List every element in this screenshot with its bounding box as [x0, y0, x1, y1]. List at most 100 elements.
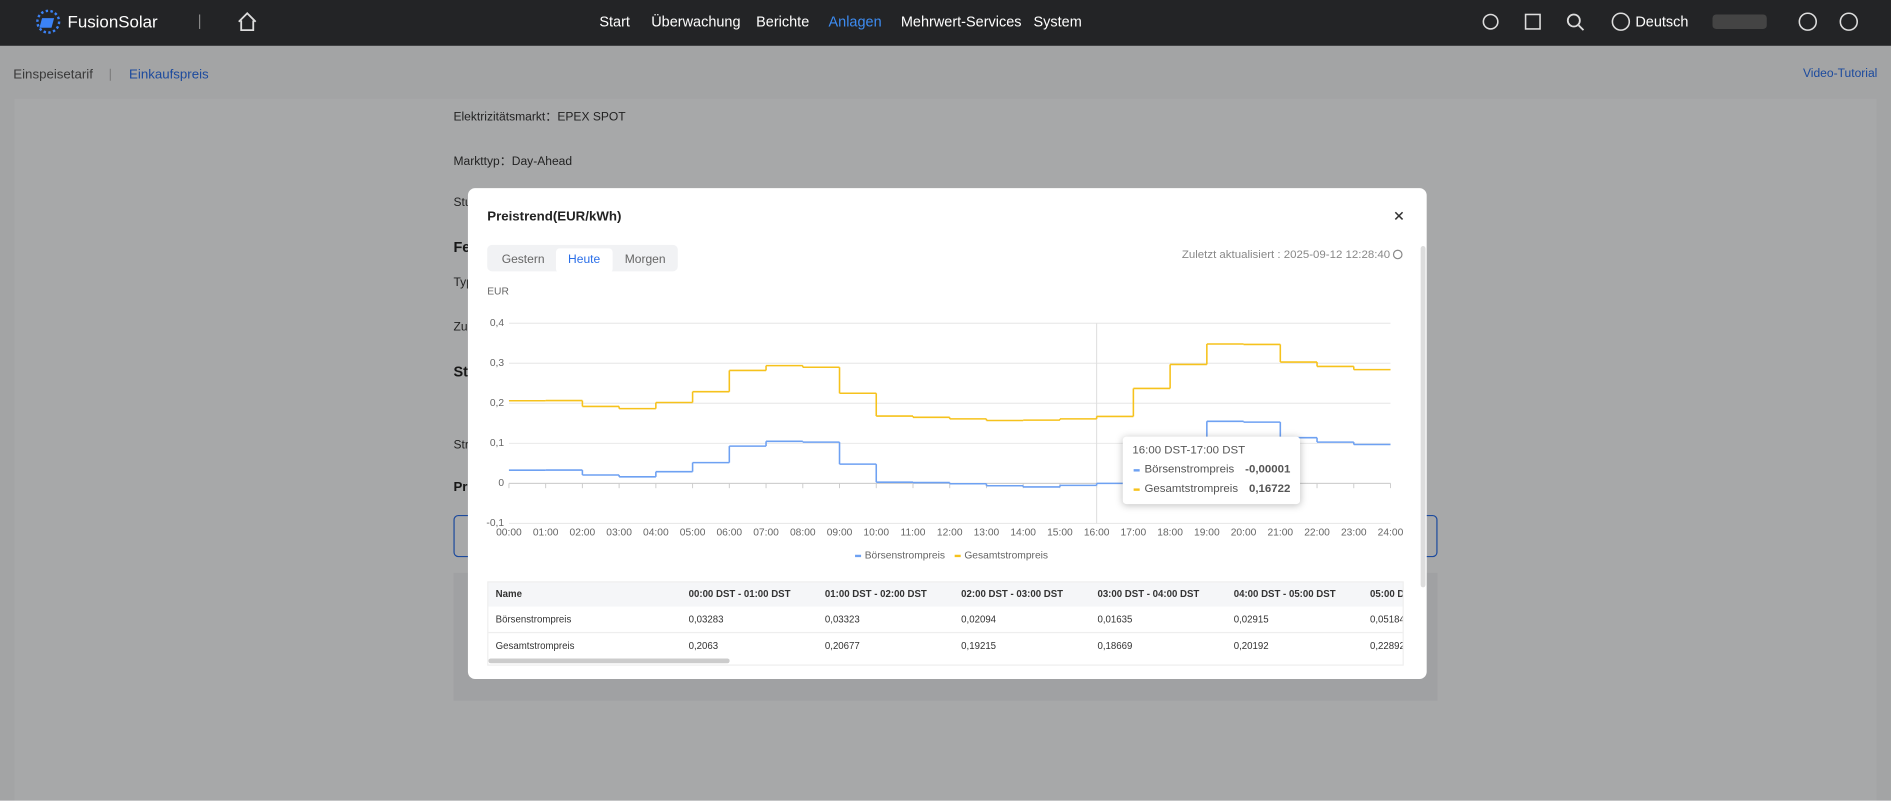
x-tick-label: 18:00	[1157, 528, 1183, 539]
column-header: 02:00 DST - 03:00 DST	[961, 588, 1064, 600]
table-cell: 0,02094	[961, 613, 997, 625]
close-button[interactable]	[1393, 210, 1405, 222]
tooltip-title: 16:00 DST-17:00 DST	[1132, 443, 1246, 458]
x-tick-label: 17:00	[1121, 528, 1147, 539]
last-updated: Zuletzt aktualisiert : 2025-09-12 12:28:…	[1181, 248, 1391, 262]
column-header: 03:00 DST - 04:00 DST	[1097, 588, 1200, 600]
x-tick-label: 19:00	[1194, 528, 1220, 539]
x-tick-label: 20:00	[1231, 528, 1257, 539]
table-cell: Börsenstrompreis	[495, 613, 572, 625]
heading-fragment: Fe	[453, 238, 471, 256]
tooltip: 16:00 DST-17:00 DST Börsenstrompreis -0,…	[1122, 436, 1301, 505]
home-icon[interactable]	[236, 11, 258, 33]
x-tick-label: 23:00	[1341, 528, 1367, 539]
header-icons[interactable]	[1481, 12, 1867, 34]
table-cell: 0,2063	[688, 640, 719, 652]
x-tick-label: 14:00	[1010, 528, 1036, 539]
divider	[109, 68, 111, 81]
table-cell: 0,03323	[824, 613, 860, 625]
y-tick-label: 0	[498, 478, 504, 489]
x-tick-label: 09:00	[827, 528, 853, 539]
day-tab[interactable]: Gestern	[501, 253, 545, 267]
nav-item[interactable]: Berichte	[756, 13, 810, 31]
column-header: 01:00 DST - 02:00 DST	[824, 588, 927, 600]
x-tick-label: 01:00	[533, 528, 559, 539]
tab[interactable]: Einspeisetarif	[13, 67, 93, 83]
column-header: 05:00 DST - 06:00 DST	[1370, 588, 1404, 600]
x-tick-label: 15:00	[1047, 528, 1073, 539]
y-axis-label: EUR	[487, 287, 509, 298]
logo-icon	[36, 9, 61, 34]
nav-item[interactable]: Mehrwert-Services	[900, 13, 1022, 31]
table-cell: 0,19215	[961, 640, 997, 652]
column-header: 04:00 DST - 05:00 DST	[1233, 588, 1336, 600]
y-tick-label: 0,3	[490, 358, 505, 369]
y-tick-label: 0,2	[490, 398, 505, 409]
x-tick-label: 07:00	[753, 528, 779, 539]
field-value: Day-Ahead	[511, 155, 573, 169]
refresh-icon[interactable]	[1392, 248, 1404, 260]
tooltip-swatch	[1133, 488, 1140, 491]
x-tick-label: 10:00	[863, 528, 889, 539]
h-scrollbar[interactable]	[488, 658, 730, 664]
tooltip-name: Börsenstrompreis	[1144, 463, 1235, 477]
table-cell: 0,02915	[1233, 613, 1269, 625]
tab-active[interactable]: Einkaufspreis	[129, 67, 209, 83]
video-tutorial[interactable]: Video-Tutorial	[1802, 67, 1878, 81]
data-table: Name 00:00 DST - 01:00 DST 01:00 DST - 02:…	[487, 581, 1404, 666]
x-tick-label: 08:00	[790, 528, 816, 539]
y-tick-label: 0,1	[490, 438, 505, 449]
field-fragment: Zu	[453, 320, 468, 335]
table-cell: 0,05184	[1370, 613, 1404, 625]
field-label: Markttyp：	[453, 155, 512, 169]
nav-item[interactable]: Start	[599, 13, 630, 31]
chart: EUR -0,1 0 0,1 0,2 0,3 0,4 00:00 01:00 02:00 03:0…	[486, 287, 1404, 562]
modal: Preistrend(EUR/kWh) Gestern Heute Morgen…	[467, 188, 1427, 679]
x-tick-label: 21:00	[1267, 528, 1293, 539]
table-cell: 0,03283	[688, 613, 724, 625]
field-fragment: Str	[453, 438, 469, 453]
x-tick-label: 06:00	[716, 528, 742, 539]
legend-label: Gesamtstrompreis	[964, 551, 1048, 562]
legend-label: Börsenstrompreis	[865, 551, 945, 562]
language[interactable]: Deutsch	[1635, 13, 1689, 31]
x-tick-label: 24:00	[1378, 528, 1404, 539]
table-cell: Gesamtstrompreis	[495, 640, 575, 652]
tooltip-value: 0,16722	[1248, 482, 1291, 496]
scrollbar[interactable]	[1420, 246, 1426, 588]
field-fragment: Stu	[453, 196, 472, 210]
nav-item-active[interactable]: Anlagen	[828, 13, 882, 31]
table-header	[488, 582, 1403, 607]
table-cell: 0,20192	[1233, 640, 1269, 652]
table-cell: 0,01635	[1097, 613, 1133, 625]
logo-text: FusionSolar	[67, 12, 158, 32]
heading-fragment: St	[453, 363, 468, 380]
row-divider	[488, 631, 1403, 634]
column-header: 00:00 DST - 01:00 DST	[688, 588, 791, 600]
y-tick-label: -0,1	[486, 518, 504, 529]
heading-fragment: Pr	[453, 479, 468, 495]
tooltip-name: Gesamtstrompreis	[1144, 482, 1239, 496]
table-cell: 0,22892	[1370, 640, 1404, 652]
tooltip-swatch	[1133, 469, 1140, 472]
x-tick-label: 04:00	[643, 528, 669, 539]
x-tick-label: 05:00	[680, 528, 706, 539]
nav-item[interactable]: Überwachung	[651, 13, 741, 31]
x-tick-label: 03:00	[606, 528, 632, 539]
nav-item[interactable]: System	[1033, 13, 1082, 31]
x-tick-label: 11:00	[901, 528, 926, 539]
divider	[198, 14, 201, 29]
top-bar: FusionSolar Start Überwachung Berichte A…	[0, 0, 1891, 46]
field-label: Elektrizitätsmarkt：	[453, 110, 558, 125]
x-tick-label: 12:00	[937, 528, 963, 539]
x-tick-label: 00:00	[496, 528, 522, 539]
day-tab[interactable]: Morgen	[624, 253, 666, 267]
modal-title: Preistrend(EUR/kWh)	[487, 209, 622, 225]
x-tick-label: 22:00	[1304, 528, 1330, 539]
day-tab-active[interactable]: Heute	[555, 248, 613, 273]
x-tick-label: 16:00	[1084, 528, 1110, 539]
column-header: Name	[495, 588, 522, 600]
tooltip-value: -0,00001	[1245, 463, 1291, 477]
table-cell: 0,18669	[1097, 640, 1133, 652]
